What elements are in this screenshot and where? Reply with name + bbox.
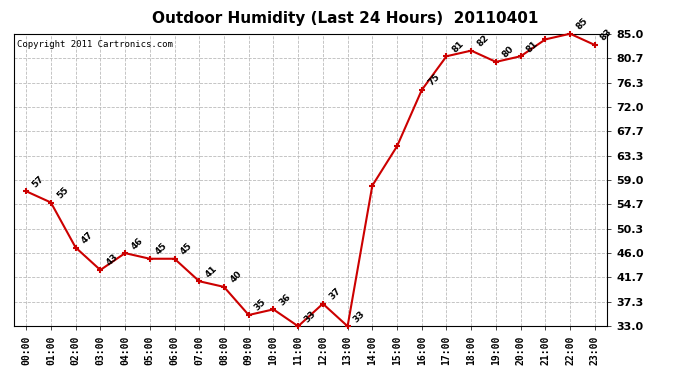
Text: 41: 41	[204, 264, 219, 279]
Text: 81: 81	[525, 39, 540, 54]
Text: 43: 43	[104, 252, 120, 268]
Text: 82: 82	[475, 33, 491, 48]
Text: 46: 46	[129, 236, 144, 251]
Text: 37: 37	[327, 286, 342, 302]
Text: 36: 36	[277, 292, 293, 307]
Text: 55: 55	[55, 185, 70, 200]
Text: 45: 45	[179, 241, 194, 256]
Text: 75: 75	[426, 72, 441, 88]
Text: Outdoor Humidity (Last 24 Hours)  20110401: Outdoor Humidity (Last 24 Hours) 2011040…	[152, 11, 538, 26]
Text: 85: 85	[574, 16, 589, 32]
Text: 35: 35	[253, 298, 268, 313]
Text: 40: 40	[228, 270, 244, 285]
Text: 57: 57	[30, 174, 46, 189]
Text: 33: 33	[302, 309, 317, 324]
Text: 33: 33	[352, 309, 367, 324]
Text: 45: 45	[154, 241, 169, 256]
Text: 81: 81	[451, 39, 466, 54]
Text: 47: 47	[80, 230, 95, 245]
Text: 83: 83	[599, 28, 614, 43]
Text: 80: 80	[500, 45, 515, 60]
Text: Copyright 2011 Cartronics.com: Copyright 2011 Cartronics.com	[17, 40, 172, 49]
